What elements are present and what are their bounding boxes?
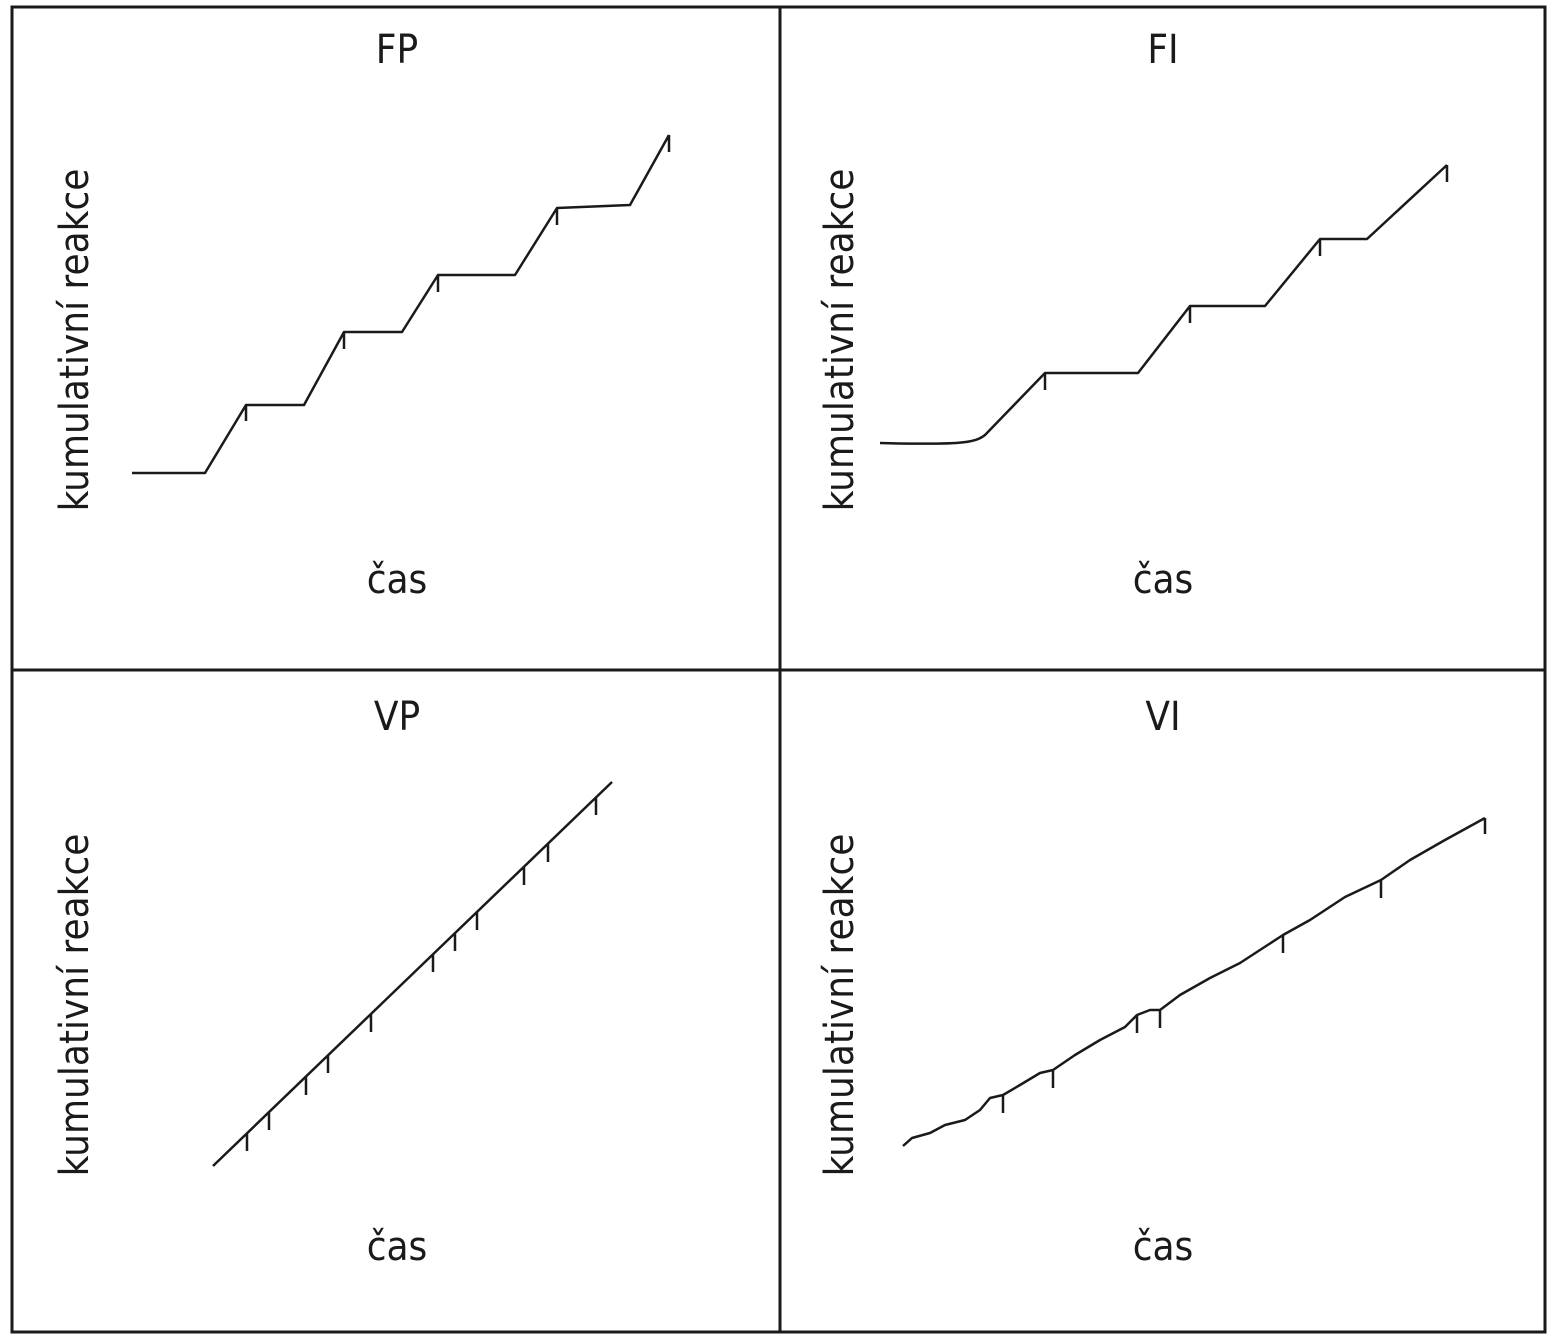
x-axis-label: čas [1133,557,1194,603]
panel-title: VP [374,694,420,740]
y-axis-label: kumulativní reakce [52,834,98,1177]
panel: FI kumulativní reakce čas [817,27,1449,603]
panel: VP kumulativní reakce čas [52,694,613,1270]
panel: FP kumulativní reakce čas [52,27,671,603]
panel-title: FI [1147,27,1178,73]
panel-title: VI [1145,694,1180,740]
panel: VI kumulativní reakce čas [817,694,1487,1270]
x-axis-label: čas [367,557,428,603]
cumulative-curve [132,134,671,475]
y-axis-label: kumulativní reakce [817,834,863,1177]
cumulative-curve [902,816,1487,1147]
x-axis-label: čas [367,1224,428,1270]
cumulative-curve [212,781,613,1167]
x-axis-label: čas [1133,1224,1194,1270]
y-axis-label: kumulativní reakce [52,169,98,512]
cumulative-curve [879,164,1449,445]
y-axis-label: kumulativní reakce [817,169,863,512]
panel-title: FP [376,27,418,73]
